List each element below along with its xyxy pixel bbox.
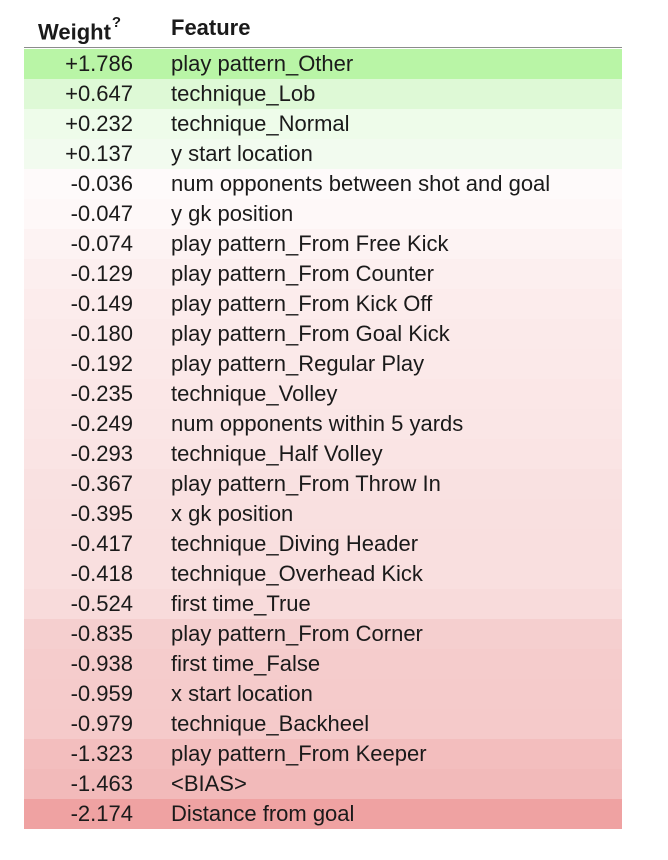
feature-weights-table: Weight? Feature +1.786 play pattern_Other… xyxy=(24,12,622,829)
feature-name: x start location xyxy=(171,681,313,706)
weight-value: -0.959 xyxy=(70,681,133,706)
weight-value: -2.174 xyxy=(70,801,133,826)
weight-value: -0.979 xyxy=(70,711,133,736)
feature-name: technique_Overhead Kick xyxy=(171,561,423,586)
feature-name: play pattern_From Keeper xyxy=(171,741,427,766)
weight-value: -0.835 xyxy=(70,621,133,646)
feature-name: play pattern_From Throw In xyxy=(171,471,441,496)
weight-value: +1.786 xyxy=(65,51,133,76)
feature-name: num opponents between shot and goal xyxy=(171,171,551,196)
weight-value: -0.192 xyxy=(70,351,133,376)
feature-name: play pattern_From Counter xyxy=(171,261,434,286)
feature-name: play pattern_Regular Play xyxy=(171,351,425,376)
table-row: -0.129 play pattern_From Counter xyxy=(24,259,622,289)
feature-name: Distance from goal xyxy=(171,801,355,826)
feature-name: technique_Backheel xyxy=(171,711,370,736)
table-row: -0.192 play pattern_Regular Play xyxy=(24,349,622,379)
feature-name: play pattern_From Kick Off xyxy=(171,291,433,316)
table-row: -0.938 first time_False xyxy=(24,649,622,679)
weight-value: -0.047 xyxy=(70,201,133,226)
table-row: -1.323 play pattern_From Keeper xyxy=(24,739,622,769)
table-row: -0.180 play pattern_From Goal Kick xyxy=(24,319,622,349)
feature-name: <BIAS> xyxy=(171,771,247,796)
feature-name: technique_Normal xyxy=(171,111,350,136)
weight-value: -0.249 xyxy=(70,411,133,436)
weight-value: -0.417 xyxy=(70,531,133,556)
weight-value: -0.149 xyxy=(70,291,133,316)
weight-value: -0.036 xyxy=(70,171,133,196)
weight-help-marker[interactable]: ? xyxy=(111,13,122,31)
feature-name: play pattern_From Free Kick xyxy=(171,231,449,256)
table-row: +0.232 technique_Normal xyxy=(24,109,622,139)
table-row: -2.174 Distance from goal xyxy=(24,799,622,829)
weight-value: -0.938 xyxy=(70,651,133,676)
weight-value: +0.647 xyxy=(65,81,133,106)
feature-name: technique_Volley xyxy=(171,381,338,406)
table-row: +0.137 y start location xyxy=(24,139,622,169)
weight-value: +0.232 xyxy=(65,111,133,136)
weight-value: -0.395 xyxy=(70,501,133,526)
weight-value: -1.463 xyxy=(70,771,133,796)
feature-column-header: Feature xyxy=(171,15,251,40)
weight-column-header: Weight? xyxy=(24,12,150,47)
table-row: -0.524 first time_True xyxy=(24,589,622,619)
feature-name: first time_False xyxy=(171,651,321,676)
table-row: -0.235 technique_Volley xyxy=(24,379,622,409)
table-row: -0.047 y gk position xyxy=(24,199,622,229)
feature-name: play pattern_From Corner xyxy=(171,621,423,646)
feature-name: num opponents within 5 yards xyxy=(171,411,464,436)
weight-value: -1.323 xyxy=(70,741,133,766)
weight-value: +0.137 xyxy=(65,141,133,166)
feature-name: technique_Diving Header xyxy=(171,531,419,556)
weight-header-label: Weight xyxy=(38,19,111,44)
weight-value: -0.129 xyxy=(70,261,133,286)
feature-name: play pattern_From Goal Kick xyxy=(171,321,450,346)
table-row: -0.979 technique_Backheel xyxy=(24,709,622,739)
feature-name: technique_Lob xyxy=(171,81,316,106)
table-row: +0.647 technique_Lob xyxy=(24,79,622,109)
table-row: -1.463 <BIAS> xyxy=(24,769,622,799)
table-row: +1.786 play pattern_Other xyxy=(24,49,622,79)
weight-value: -0.418 xyxy=(70,561,133,586)
table-row: -0.036 num opponents between shot and goa… xyxy=(24,169,622,199)
feature-name: y gk position xyxy=(171,201,294,226)
weight-value: -0.074 xyxy=(70,231,133,256)
table-row: -0.418 technique_Overhead Kick xyxy=(24,559,622,589)
weight-value: -0.367 xyxy=(70,471,133,496)
table-row: -0.149 play pattern_From Kick Off xyxy=(24,289,622,319)
feature-name: technique_Half Volley xyxy=(171,441,383,466)
feature-name: x gk position xyxy=(171,501,294,526)
table-row: -0.959 x start location xyxy=(24,679,622,709)
weight-value: -0.524 xyxy=(70,591,133,616)
feature-name: play pattern_Other xyxy=(171,51,354,76)
table-row: -0.395 x gk position xyxy=(24,499,622,529)
table-body: +1.786 play pattern_Other +0.647 technique_… xyxy=(24,49,622,829)
weight-value: -0.180 xyxy=(70,321,133,346)
table-row: -0.249 num opponents within 5 yards xyxy=(24,409,622,439)
table-row: -0.367 play pattern_From Throw In xyxy=(24,469,622,499)
table-header: Weight? Feature xyxy=(24,12,622,48)
table-row: -0.417 technique_Diving Header xyxy=(24,529,622,559)
table-row: -0.293 technique_Half Volley xyxy=(24,439,622,469)
weight-value: -0.293 xyxy=(70,441,133,466)
table-row: -0.835 play pattern_From Corner xyxy=(24,619,622,649)
feature-name: first time_True xyxy=(171,591,311,616)
weight-value: -0.235 xyxy=(70,381,133,406)
table-row: -0.074 play pattern_From Free Kick xyxy=(24,229,622,259)
feature-name: y start location xyxy=(171,141,313,166)
